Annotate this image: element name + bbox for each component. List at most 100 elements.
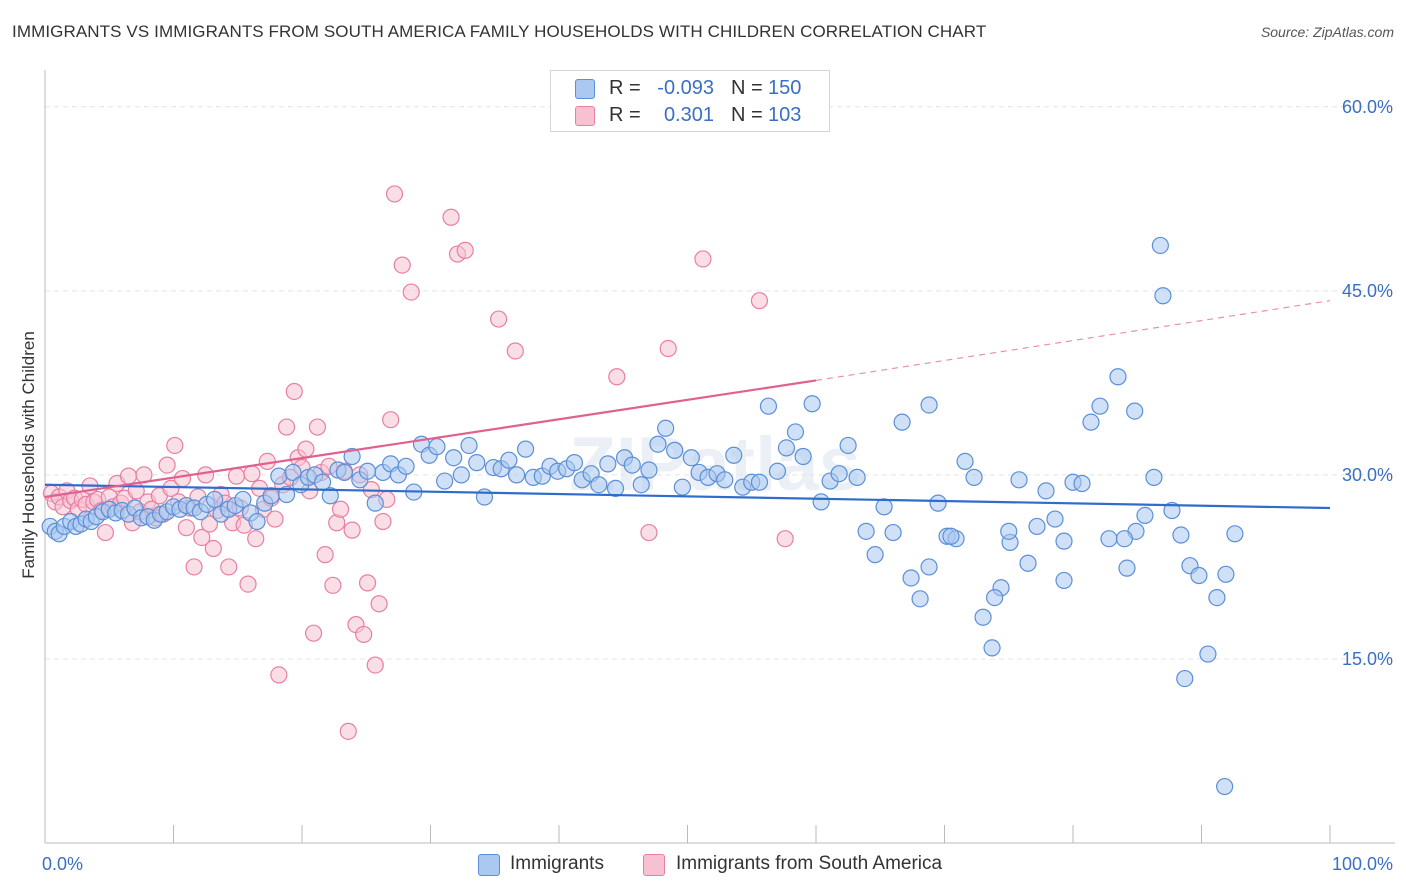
immigrants-point — [942, 527, 960, 545]
chart-title: IMMIGRANTS VS IMMIGRANTS FROM SOUTH AMER… — [12, 22, 987, 41]
legend-swatch-south-america — [643, 854, 665, 876]
immigrants-point — [1055, 532, 1073, 550]
south-america-point — [247, 530, 265, 548]
legend-r-label: R = — [609, 104, 641, 126]
immigrants-trend-line — [44, 483, 1331, 510]
immigrants-point — [866, 546, 884, 564]
immigrants-point — [452, 466, 470, 484]
immigrants-point — [1000, 522, 1018, 540]
south-america-point — [297, 440, 315, 458]
immigrants-point — [929, 494, 947, 512]
immigrants-point — [911, 590, 929, 608]
immigrants-point — [986, 589, 1004, 607]
immigrants-point — [1176, 669, 1194, 688]
immigrants-point — [1082, 413, 1100, 431]
immigrants-point — [920, 396, 938, 414]
immigrants-point — [475, 488, 494, 506]
immigrants-point — [1019, 554, 1037, 572]
south-america-point — [270, 666, 288, 684]
immigrants-point — [673, 478, 691, 496]
legend-label-south-america: Immigrants from South America — [676, 853, 943, 874]
immigrants-point — [893, 413, 911, 431]
immigrants-point — [1208, 589, 1226, 607]
south-america-point — [402, 283, 420, 301]
immigrants-point — [436, 472, 454, 490]
immigrants-point — [277, 485, 296, 504]
immigrants-point — [768, 462, 787, 480]
legend-r-value: -0.093 — [657, 77, 714, 99]
south-america-trend-line — [44, 379, 817, 499]
x-tick-labels: 0.0% 100.0% — [42, 854, 1393, 874]
immigrants-point — [335, 463, 354, 482]
immigrants-point — [682, 449, 700, 467]
immigrants-point — [321, 487, 339, 505]
immigrants-point — [1118, 559, 1136, 577]
immigrants-point — [1109, 368, 1127, 386]
south-america-point — [239, 575, 257, 593]
legend-n-value: 103 — [768, 104, 802, 126]
south-america-point — [227, 467, 246, 485]
south-america-point — [694, 250, 712, 268]
south-america-trend-extension — [815, 300, 1331, 382]
south-america-point — [316, 546, 334, 564]
south-america-point — [370, 595, 388, 613]
immigrants-point — [428, 438, 446, 456]
south-america-point — [659, 339, 677, 358]
south-america-point — [158, 456, 176, 474]
immigrants-point — [234, 490, 252, 509]
immigrants-point — [500, 451, 518, 469]
immigrants-point — [1226, 525, 1244, 543]
trend-lines — [44, 300, 1331, 510]
immigrants-point — [632, 476, 650, 494]
immigrants-point — [1028, 517, 1046, 536]
immigrants-point — [606, 479, 625, 498]
immigrants-point — [516, 440, 535, 458]
immigrants-point — [206, 490, 224, 509]
immigrants-point — [270, 467, 288, 485]
south-america-point — [285, 382, 303, 401]
y-tick-labels: 15.0% 30.0% 45.0% 60.0% — [1342, 97, 1393, 669]
south-america-point — [185, 558, 203, 576]
immigrants-point — [397, 457, 415, 475]
south-america-point — [750, 292, 769, 310]
immigrants-point — [1126, 402, 1144, 420]
immigrants-point — [803, 395, 821, 413]
immigrants-point — [1010, 471, 1028, 489]
y-tick-label: 30.0% — [1342, 465, 1393, 485]
immigrants-point — [657, 419, 675, 437]
immigrants-point — [786, 423, 805, 441]
south-america-point — [304, 624, 323, 642]
x-tick-label: 0.0% — [42, 854, 83, 874]
axes — [44, 70, 1395, 844]
immigrants-point — [640, 461, 658, 479]
south-america-point — [173, 469, 192, 488]
legend-label-immigrants: Immigrants — [510, 853, 604, 874]
immigrants-point — [366, 494, 384, 512]
south-america-point — [343, 521, 361, 539]
south-america-point — [358, 574, 377, 592]
y-tick-label: 60.0% — [1342, 97, 1393, 117]
immigrants-point — [1217, 565, 1235, 583]
immigrants-point — [460, 436, 478, 455]
immigrants-point — [1136, 506, 1154, 524]
south-america-point — [258, 452, 276, 471]
immigrants-point — [1100, 530, 1118, 548]
immigrants-point — [1073, 474, 1091, 493]
south-america-point — [456, 241, 474, 259]
immigrants-point — [248, 512, 266, 531]
south-america-point — [266, 510, 284, 528]
south-america-point — [331, 500, 350, 518]
south-america-point — [608, 368, 626, 386]
immigrants-point — [1190, 566, 1208, 585]
south-america-point — [308, 418, 327, 436]
immigrants-point — [284, 463, 302, 482]
x-tick-label: 100.0% — [1332, 854, 1393, 874]
immigrants-point — [716, 471, 734, 489]
legend-swatch-immigrants — [478, 854, 500, 876]
south-america-point — [119, 467, 138, 485]
immigrants-point — [1046, 510, 1064, 528]
south-america-point — [324, 576, 342, 594]
south-america-point — [490, 310, 508, 328]
legend-swatch-pink — [575, 106, 595, 126]
